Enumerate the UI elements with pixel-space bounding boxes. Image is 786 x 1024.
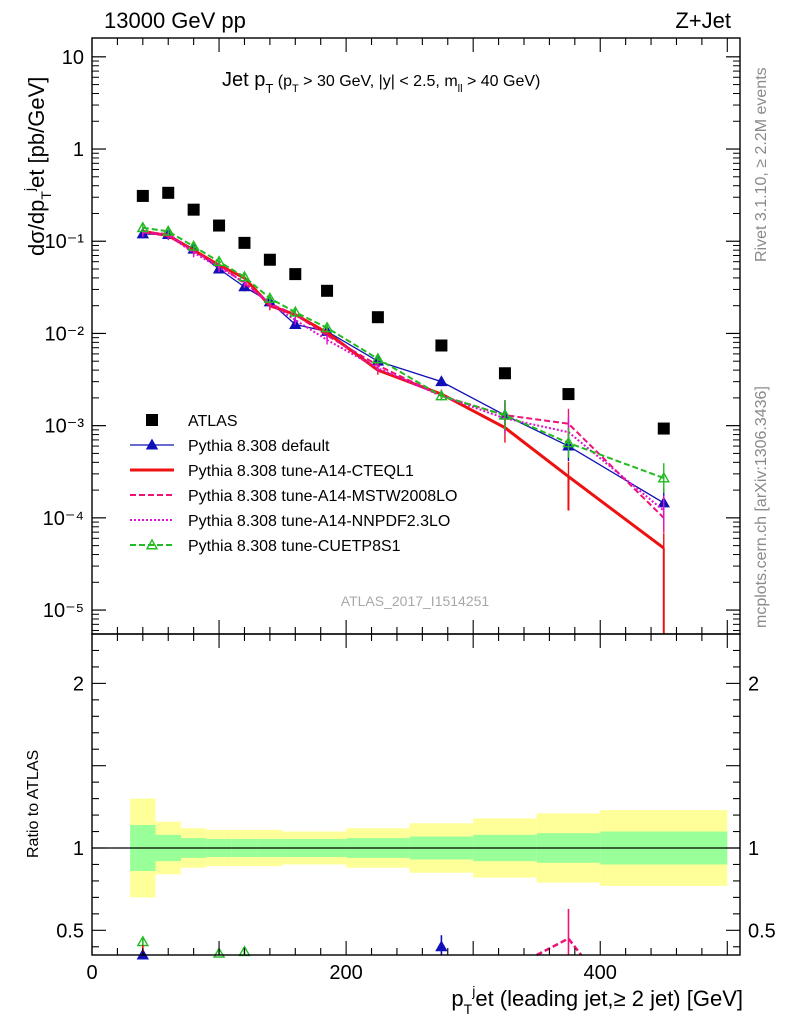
atlas-data-point — [238, 236, 251, 249]
main-series-layer — [136, 186, 670, 634]
ratio-y-tick-label-right: 2 — [748, 673, 759, 695]
y-tick-label: 10⁻¹ — [45, 231, 85, 253]
x-axis-label: pTjet (leading jet,≥ 2 jet) [GeV] — [451, 983, 743, 1017]
series-5-marker — [238, 270, 251, 282]
series-5-marker — [289, 305, 302, 317]
legend-label: Pythia 8.308 tune-A14-CTEQL1 — [188, 463, 414, 480]
legend: ATLAS Pythia 8.308 default Pythia 8.308 tu… — [130, 413, 457, 555]
legend-marker — [145, 538, 159, 550]
atlas-data-point — [213, 219, 226, 232]
series-5-marker — [212, 255, 226, 267]
ratio-y-tick-label: 1 — [73, 838, 84, 860]
rivet-label: Rivet 3.1.10, ≥ 2.2M events — [753, 67, 770, 262]
series-5-marker — [371, 352, 385, 364]
ratio-y-tick-label: 0.5 — [56, 920, 84, 942]
mcplots-label: mcplots.cern.ch [arXiv:1306.3436] — [753, 386, 770, 628]
series-5-marker — [562, 436, 575, 448]
legend-label: Pythia 8.308 default — [188, 438, 330, 455]
series-5-marker — [435, 389, 448, 401]
series-5-marker — [320, 321, 334, 333]
y-tick-label: 10 — [62, 47, 84, 69]
ratio-series-3-line — [536, 936, 583, 957]
analysis-watermark: ATLAS_2017_I1514251 — [341, 593, 490, 609]
series-1-marker — [435, 375, 448, 387]
series-5-marker — [187, 239, 200, 251]
ratio-marker — [212, 946, 226, 958]
atlas-data-point — [136, 189, 149, 202]
main-chart-title: Jet pT (pT > 30 GeV, |y| < 2.5, mll > 40… — [222, 69, 540, 96]
main-y-axis-label: dσ/dpTjet [pb/GeV] — [21, 77, 54, 256]
header-right: Z+Jet — [675, 8, 731, 33]
atlas-data-point — [263, 253, 276, 266]
ratio-panel-frame — [91, 633, 741, 956]
y-tick-label: 1 — [73, 139, 84, 161]
ratio-marker — [435, 940, 448, 952]
legend-marker — [146, 414, 158, 426]
atlas-data-point — [162, 186, 175, 199]
series-5-marker — [263, 291, 277, 303]
atlas-data-point — [562, 388, 575, 401]
atlas-data-point — [657, 422, 670, 435]
ratio-y-axis-label: Ratio to ATLAS — [25, 750, 42, 858]
header-left: 13000 GeV pp — [104, 8, 246, 33]
ratio-y-tick-label: 2 — [73, 673, 84, 695]
atlas-data-point — [321, 284, 334, 297]
y-tick-label: 10⁻² — [45, 323, 85, 345]
ratio-series-layer — [136, 908, 583, 960]
atlas-data-point — [371, 311, 384, 324]
atlas-data-point — [498, 367, 511, 380]
series-5-marker — [162, 224, 175, 236]
legend-label: Pythia 8.308 tune-A14-MSTW2008LO — [188, 488, 457, 505]
atlas-data-point — [187, 203, 200, 216]
legend-label: ATLAS — [188, 413, 238, 430]
series-5-marker — [498, 408, 512, 420]
series-5-marker — [136, 221, 150, 233]
x-tick-label: 200 — [329, 962, 362, 984]
ratio-y-tick-label-right: 0.5 — [748, 920, 776, 942]
legend-marker — [145, 438, 159, 450]
y-tick-label: 10⁻⁵ — [43, 600, 84, 622]
axis-ticks: 10⁻⁵ 10⁻⁴ 10⁻³ 10⁻² 10⁻¹ 1 10 0 200 400 0.5 0.5 1 1 2 2 — [43, 38, 776, 984]
ratio-uncertainty-bands — [92, 798, 740, 898]
x-tick-label: 400 — [584, 962, 617, 984]
atlas-data-point — [289, 268, 302, 281]
atlas-data-point — [435, 339, 448, 352]
y-tick-label: 10⁻⁴ — [43, 508, 84, 530]
y-tick-label: 10⁻³ — [45, 416, 85, 438]
axes-frames — [91, 37, 741, 956]
x-tick-label: 0 — [86, 962, 97, 984]
ratio-y-tick-label-right: 1 — [748, 838, 759, 860]
legend-label: Pythia 8.308 tune-CUETP8S1 — [188, 538, 401, 555]
series-5-marker — [657, 471, 670, 483]
legend-label: Pythia 8.308 tune-A14-NNPDF2.3LO — [188, 513, 450, 530]
